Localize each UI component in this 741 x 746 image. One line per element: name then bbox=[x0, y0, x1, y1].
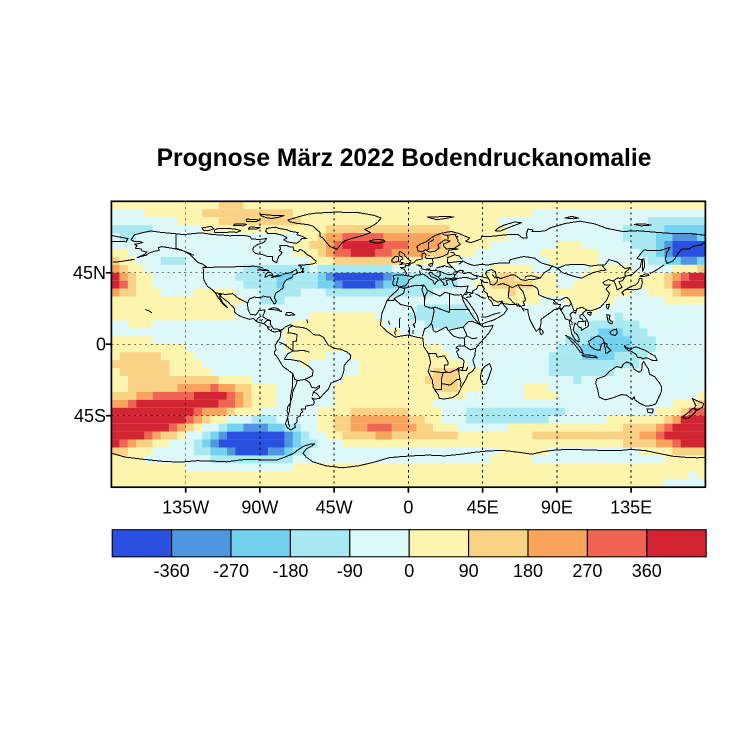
svg-text:-90: -90 bbox=[337, 561, 363, 581]
svg-text:90W: 90W bbox=[241, 498, 278, 518]
svg-text:45E: 45E bbox=[467, 498, 499, 518]
svg-text:270: 270 bbox=[572, 561, 602, 581]
svg-text:-270: -270 bbox=[213, 561, 249, 581]
svg-text:45W: 45W bbox=[316, 498, 353, 518]
svg-text:-180: -180 bbox=[272, 561, 308, 581]
svg-text:135E: 135E bbox=[610, 498, 652, 518]
svg-text:-360: -360 bbox=[154, 561, 190, 581]
svg-text:180: 180 bbox=[513, 561, 543, 581]
svg-text:360: 360 bbox=[632, 561, 662, 581]
svg-text:0: 0 bbox=[96, 335, 106, 355]
svg-text:45S: 45S bbox=[74, 406, 106, 426]
svg-text:90: 90 bbox=[459, 561, 479, 581]
svg-text:45N: 45N bbox=[73, 263, 106, 283]
svg-text:90E: 90E bbox=[541, 498, 573, 518]
svg-text:0: 0 bbox=[404, 561, 414, 581]
svg-text:0: 0 bbox=[403, 498, 413, 518]
svg-text:Prognose März 2022 Bodendrucka: Prognose März 2022 Bodendruckanomalie bbox=[157, 145, 652, 172]
svg-text:135W: 135W bbox=[162, 498, 209, 518]
